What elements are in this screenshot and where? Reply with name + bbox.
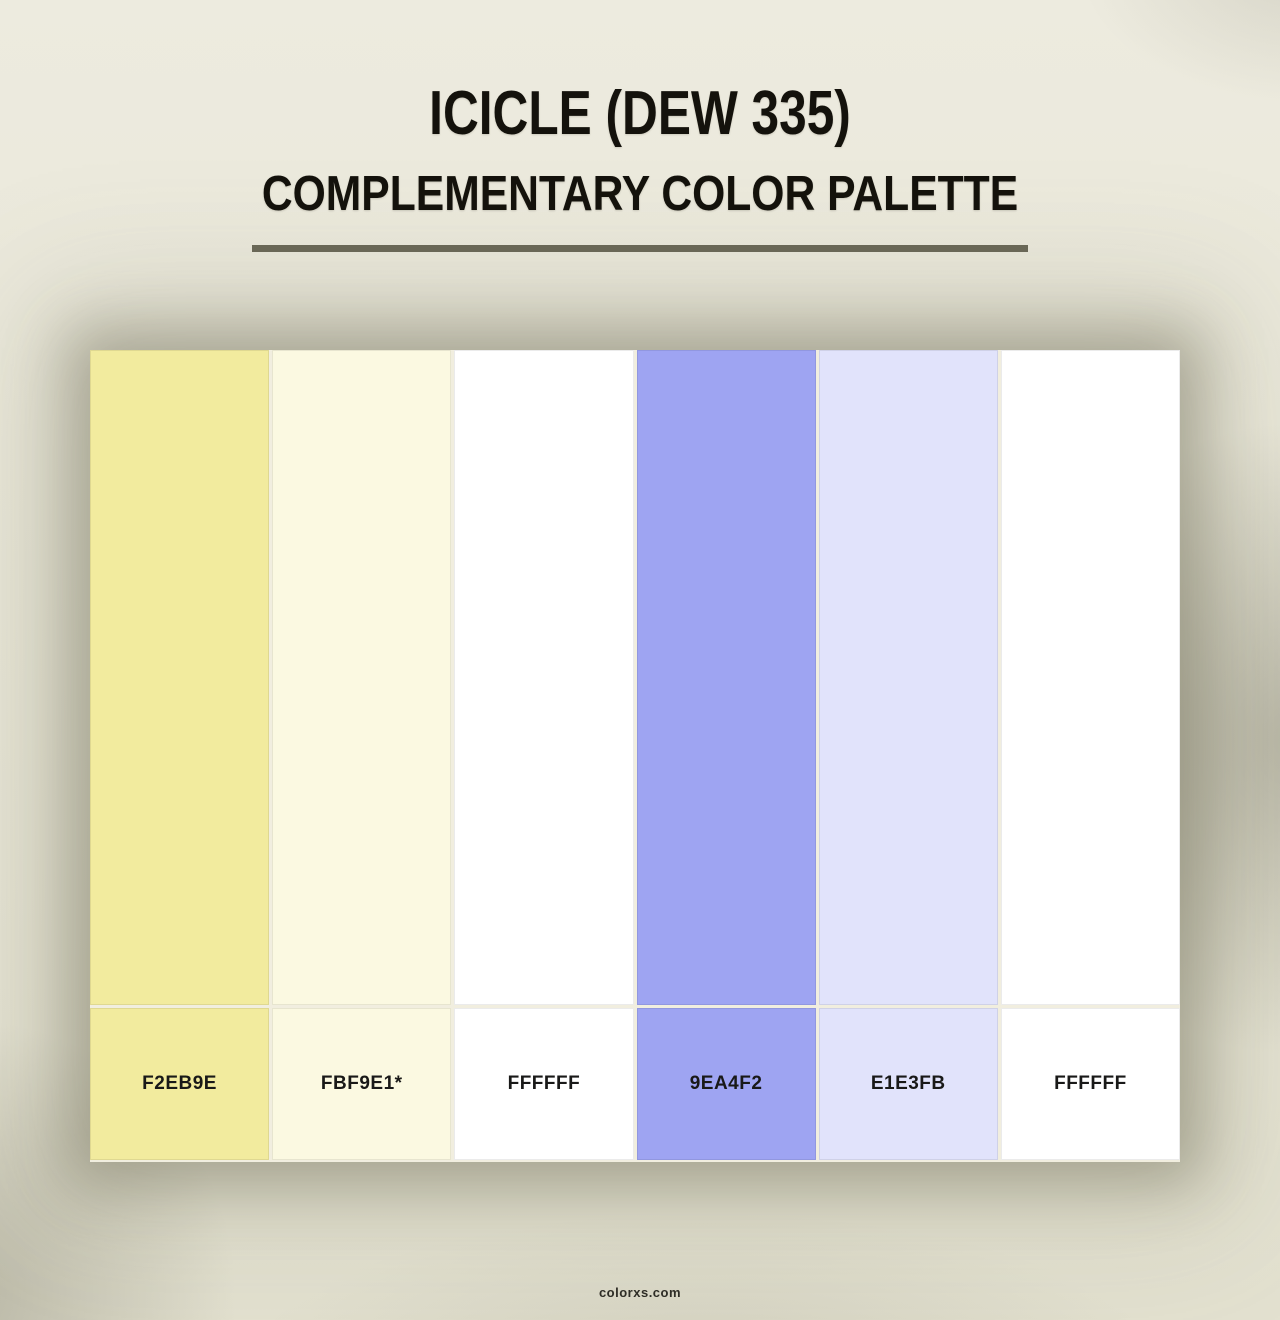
page-title: ICICLE (DEW 335): [429, 79, 851, 148]
footer-brand: colorxs.com: [598, 1285, 682, 1300]
swatch-hex-label: 9EA4F2: [689, 1073, 763, 1094]
swatch-color-block-2[interactable]: [272, 350, 452, 1005]
swatch-hex-cell-4[interactable]: 9EA4F2: [636, 1008, 816, 1160]
swatch-hex-label: FFFFFF: [507, 1073, 581, 1094]
swatch-hex-cell-5[interactable]: E1E3FB: [818, 1008, 998, 1160]
divider-rule: [252, 245, 1028, 252]
swatch-hex-label: FFFFFF: [1054, 1073, 1127, 1094]
swatch-color-block-1[interactable]: [90, 350, 270, 1005]
swatch-hex-label: F2EB9E: [142, 1073, 217, 1094]
swatch-hex-label: E1E3FB: [870, 1073, 946, 1094]
page-subtitle: COMPLEMENTARY COLOR PALETTE: [261, 167, 1019, 221]
swatch-hex-label: FBF9E1*: [320, 1073, 403, 1094]
swatch-color-block-6[interactable]: [1000, 350, 1180, 1005]
swatch-hex-cell-3[interactable]: FFFFFF: [454, 1008, 634, 1160]
swatch-color-block-4[interactable]: [636, 350, 816, 1005]
swatch-hex-cell-6[interactable]: FFFFFF: [1000, 1008, 1180, 1160]
swatch-hex-cell-2[interactable]: FBF9E1*: [272, 1008, 452, 1160]
swatch-color-block-5[interactable]: [818, 350, 998, 1005]
swatch-color-block-3[interactable]: [454, 350, 634, 1005]
palette-grid: F2EB9E FBF9E1* FFFFFF 9EA4F2 E1E3FB FFFFFF: [90, 350, 1180, 1162]
swatch-hex-cell-1[interactable]: F2EB9E: [90, 1008, 270, 1160]
